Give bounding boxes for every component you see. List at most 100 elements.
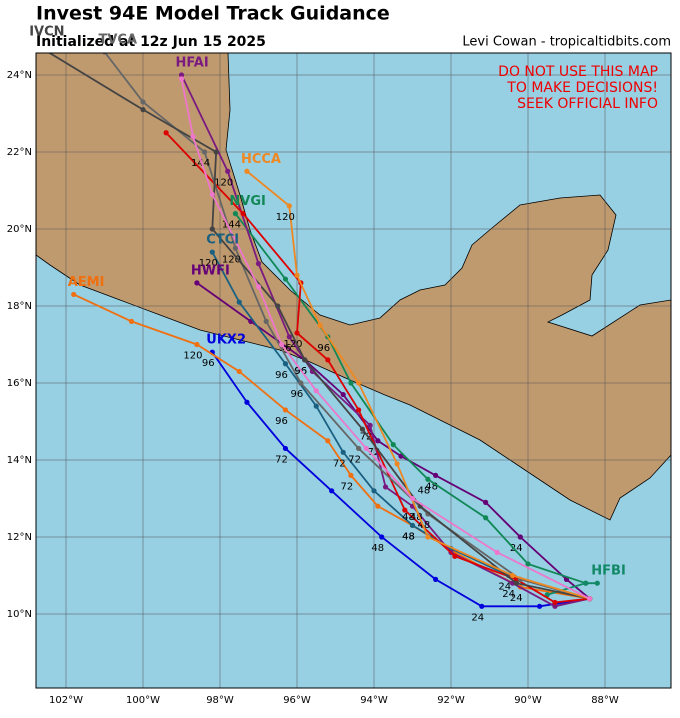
model-label: HWFI bbox=[191, 263, 230, 278]
track-line bbox=[73, 293, 590, 600]
hour-label: 24 bbox=[498, 582, 511, 593]
track-point bbox=[594, 580, 600, 586]
track-point bbox=[517, 534, 523, 540]
track-point bbox=[232, 245, 238, 251]
hour-label: 24 bbox=[510, 543, 523, 554]
lon-label: 102°W bbox=[49, 695, 83, 706]
track-line bbox=[180, 78, 591, 600]
hour-label: 144 bbox=[191, 158, 210, 169]
lat-label: 14°N bbox=[7, 455, 32, 466]
track-point bbox=[375, 438, 381, 444]
track-point bbox=[194, 280, 200, 286]
hour-label: 48 bbox=[402, 531, 415, 542]
track-point bbox=[409, 522, 416, 529]
lon-label: 96°W bbox=[283, 695, 311, 706]
track-point bbox=[479, 603, 485, 609]
track-point bbox=[356, 445, 362, 452]
track-point bbox=[209, 191, 215, 197]
hour-label: 72 bbox=[275, 454, 288, 465]
track-point bbox=[313, 388, 319, 394]
lat-label: 12°N bbox=[7, 532, 32, 543]
track-point bbox=[140, 99, 146, 105]
hour-label: 96 bbox=[275, 416, 288, 427]
hour-label: 120 bbox=[222, 254, 241, 265]
track-point bbox=[282, 445, 289, 452]
track-point bbox=[452, 553, 458, 559]
hour-label: 24 bbox=[502, 589, 515, 600]
lat-label: 10°N bbox=[7, 609, 32, 620]
hour-label: 72 bbox=[341, 481, 354, 492]
lat-label: 24°N bbox=[7, 70, 32, 81]
track-point bbox=[552, 603, 558, 609]
track-point bbox=[279, 341, 285, 348]
hour-label: 96 bbox=[290, 389, 303, 400]
track-line bbox=[180, 74, 590, 608]
track-point bbox=[194, 341, 200, 348]
track-point bbox=[525, 561, 531, 567]
track-line bbox=[47, 53, 590, 600]
track-point bbox=[433, 576, 439, 582]
track-point bbox=[128, 318, 135, 324]
track-point bbox=[282, 407, 289, 413]
track-point bbox=[356, 380, 362, 386]
track-point bbox=[536, 603, 543, 609]
track-point bbox=[367, 422, 373, 428]
hour-label: 120 bbox=[283, 339, 302, 350]
hour-label: 96 bbox=[202, 358, 215, 369]
hour-label: 72 bbox=[367, 447, 380, 458]
track-point bbox=[244, 168, 250, 174]
track-point bbox=[494, 549, 500, 556]
hour-label: 72 bbox=[348, 454, 361, 465]
hour-label: 48 bbox=[425, 481, 438, 492]
track-point bbox=[340, 391, 346, 398]
lat-label: 22°N bbox=[7, 147, 32, 158]
track-point bbox=[286, 203, 292, 209]
track-point bbox=[433, 472, 439, 478]
track-point bbox=[363, 445, 369, 452]
subtitle: Initialized at 12z Jun 15 2025 bbox=[36, 34, 266, 50]
hour-label: 120 bbox=[199, 258, 218, 269]
track-point bbox=[236, 368, 242, 375]
lon-label: 94°W bbox=[360, 695, 388, 706]
track-point bbox=[425, 534, 431, 540]
track-point bbox=[232, 211, 238, 217]
track-point bbox=[583, 580, 589, 586]
track-point bbox=[425, 476, 431, 482]
track-point bbox=[402, 507, 408, 513]
hour-label: 48 bbox=[402, 531, 415, 542]
track-point bbox=[225, 168, 231, 174]
track-point bbox=[313, 403, 319, 409]
lon-label: 90°W bbox=[514, 695, 542, 706]
track-point bbox=[375, 503, 381, 509]
model-label: HCCA bbox=[241, 152, 281, 167]
hour-label: 24 bbox=[471, 612, 484, 623]
track-point bbox=[340, 449, 346, 455]
model-label: HFAI bbox=[176, 56, 209, 71]
model-label: NVGI bbox=[229, 194, 265, 209]
track-point bbox=[140, 107, 146, 113]
frame bbox=[35, 52, 672, 689]
track-point bbox=[178, 76, 185, 82]
hour-label: 120 bbox=[276, 212, 295, 223]
track-point bbox=[294, 330, 300, 336]
track-point bbox=[240, 211, 246, 217]
track-point bbox=[178, 72, 185, 78]
track-point bbox=[329, 488, 335, 494]
title: Invest 94E Model Track Guidance bbox=[36, 3, 390, 25]
hour-label: 48 bbox=[371, 543, 384, 554]
model-label: HFBI bbox=[591, 564, 626, 579]
lon-label: 100°W bbox=[126, 695, 160, 706]
track-point bbox=[382, 484, 389, 490]
track-point bbox=[286, 334, 292, 340]
track-point bbox=[294, 272, 300, 278]
track-point bbox=[71, 291, 77, 298]
hour-label: 48 bbox=[410, 512, 423, 523]
land bbox=[36, 53, 671, 521]
model-label: TVCA bbox=[99, 32, 138, 47]
track-point bbox=[255, 284, 262, 290]
track-point bbox=[236, 299, 242, 305]
model-label: CTCI bbox=[206, 233, 239, 248]
track-point bbox=[209, 226, 215, 232]
model-label: AEMI bbox=[68, 275, 105, 290]
